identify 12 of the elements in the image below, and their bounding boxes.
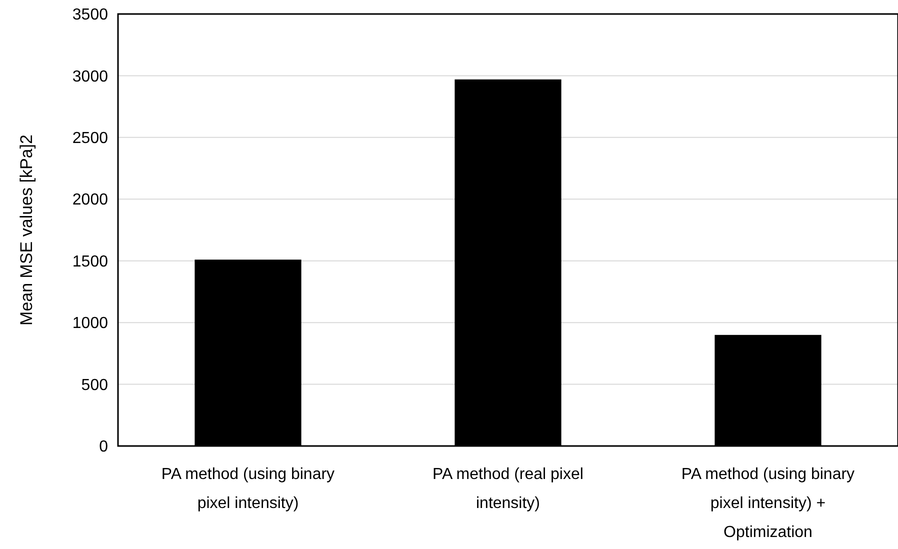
y-tick-label: 1500 bbox=[72, 253, 108, 270]
x-tick-label: PA method (using binary pixel intensity) + Optimization bbox=[681, 466, 855, 541]
x-tick-label: PA method (real pixel intensity) bbox=[432, 466, 584, 512]
x-tick-label: PA method (using binary pixel intensity) bbox=[161, 466, 335, 512]
y-tick-label: 3000 bbox=[72, 68, 108, 86]
y-tick-label: 500 bbox=[81, 376, 108, 394]
y-tick-label: 1000 bbox=[72, 315, 108, 332]
y-axis-title: Mean MSE values [kPa]2 bbox=[17, 134, 36, 326]
y-tick-label: 2500 bbox=[72, 130, 108, 148]
y-tick-label: 0 bbox=[99, 438, 108, 456]
y-tick-label: 2000 bbox=[72, 192, 108, 209]
y-tick-label: 3500 bbox=[72, 6, 108, 24]
